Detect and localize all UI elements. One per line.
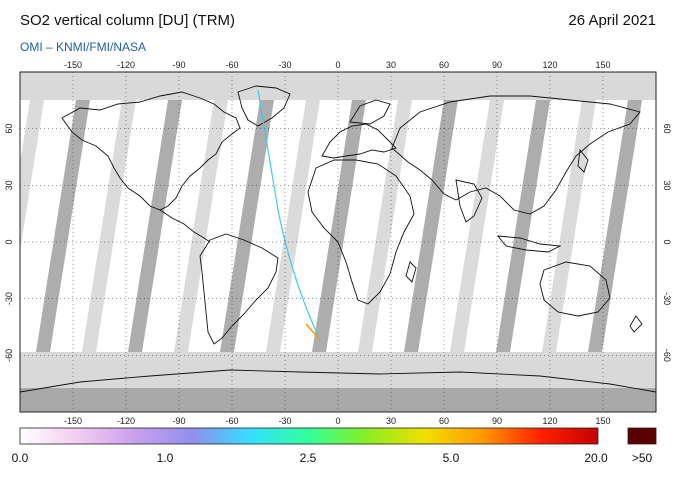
map-tick-labels: -150 -150 -120 -120 -90 -90 -60 -60 -30 -30 0 0 30 30… — [4, 60, 672, 426]
so2-plume-tip — [305, 323, 321, 341]
data-source: OMI – KNMI/FMI/NASA — [20, 40, 147, 54]
lon-tick-label: 120 — [542, 60, 557, 70]
orbit-gap-stripe — [20, 100, 44, 252]
coast-north-america — [61, 91, 241, 211]
coast-australia — [539, 261, 611, 317]
lon-tick-label: 90 — [492, 60, 502, 70]
coast-madagascar — [405, 261, 417, 283]
lon-tick-label: -120 — [117, 60, 135, 70]
map-title: SO2 vertical column [DU] (TRM) — [20, 12, 236, 29]
coast-africa — [307, 159, 415, 305]
lon-tick-label: -90 — [172, 416, 185, 426]
lon-tick-label: -30 — [278, 60, 291, 70]
lat-tick-label: 60 — [662, 124, 672, 134]
coast-europe — [321, 123, 397, 159]
orbit-gap-stripe — [266, 100, 320, 352]
coast-scandinavia — [349, 99, 391, 125]
coast-asia — [391, 95, 641, 215]
coast-india — [455, 179, 483, 223]
coast-indonesia — [496, 235, 562, 253]
lon-tick-label: 120 — [542, 416, 557, 426]
lon-tick-label: 150 — [595, 60, 610, 70]
coast-japan — [577, 148, 589, 173]
coastlines — [20, 85, 656, 393]
orbit-stripes — [20, 100, 642, 352]
coast-greenland — [237, 85, 291, 127]
coast-new-zealand — [629, 315, 643, 333]
lat-tick-label: -30 — [4, 292, 14, 305]
lat-tick-label: 30 — [662, 180, 672, 190]
orbit-gap-stripe — [404, 100, 458, 352]
orbit-gap-stripe — [450, 100, 504, 352]
orbit-gap-stripe — [220, 100, 274, 352]
lon-tick-label: -90 — [172, 60, 185, 70]
coast-south-america — [199, 233, 279, 345]
colorbar-labels: 0.0 1.0 2.5 5.0 20.0 — [12, 451, 608, 465]
lon-tick-label: 150 — [595, 416, 610, 426]
orbit-gap-stripe — [312, 100, 366, 352]
orbit-gap-stripe — [82, 100, 136, 352]
colorbar-tick-label: 20.0 — [584, 451, 608, 465]
colorbar-overflow-swatch — [627, 427, 657, 445]
lat-tick-label: 60 — [4, 124, 14, 134]
colorbar-tick-label: 2.5 — [300, 451, 317, 465]
orbit-gap-stripe — [174, 100, 228, 352]
lon-tick-label: -30 — [278, 416, 291, 426]
lat-tick-label: 0 — [662, 239, 672, 244]
lon-tick-label: -120 — [117, 416, 135, 426]
lat-tick-label: -60 — [4, 349, 14, 362]
lon-tick-label: 0 — [335, 416, 340, 426]
orbit-gap-stripe — [128, 100, 182, 352]
lon-tick-label: -150 — [64, 60, 82, 70]
lon-tick-label: 30 — [386, 416, 396, 426]
orbit-gap-stripe — [542, 100, 596, 352]
map-content — [20, 72, 656, 412]
lon-tick-label: -60 — [225, 60, 238, 70]
orbit-gap-stripe — [36, 100, 90, 352]
lon-tick-label: 0 — [335, 60, 340, 70]
lon-tick-label: -150 — [64, 416, 82, 426]
lat-tick-label: -30 — [662, 292, 672, 305]
lon-tick-label: -60 — [225, 416, 238, 426]
graticule — [20, 72, 656, 412]
colorbar-tick-label: 5.0 — [443, 451, 460, 465]
lat-tick-label: 30 — [4, 180, 14, 190]
lat-tick-label: 0 — [4, 239, 14, 244]
orbit-gap-stripe — [496, 100, 550, 352]
orbit-gap-stripe — [358, 100, 412, 352]
lon-tick-label: 60 — [439, 416, 449, 426]
colorbar — [19, 427, 599, 445]
map-frame — [19, 71, 657, 413]
colorbar-tick-label: 0.0 — [12, 451, 29, 465]
so2-plume-trace — [257, 89, 321, 341]
colorbar-tick-label: 1.0 — [157, 451, 174, 465]
lat-tick-label: -60 — [662, 349, 672, 362]
orbit-gap-stripe — [588, 100, 642, 352]
coast-antarctica — [20, 369, 656, 393]
lon-tick-label: 60 — [439, 60, 449, 70]
lon-tick-label: 90 — [492, 416, 502, 426]
colorbar-overflow-label: >50 — [632, 451, 653, 465]
coast-central-america — [159, 209, 211, 243]
lon-tick-label: 30 — [386, 60, 396, 70]
map-date: 26 April 2021 — [568, 12, 656, 29]
